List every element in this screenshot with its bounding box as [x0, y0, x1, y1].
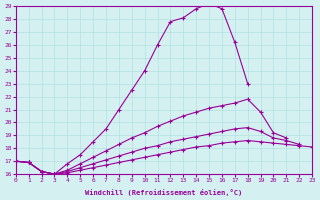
X-axis label: Windchill (Refroidissement éolien,°C): Windchill (Refroidissement éolien,°C) — [85, 189, 243, 196]
